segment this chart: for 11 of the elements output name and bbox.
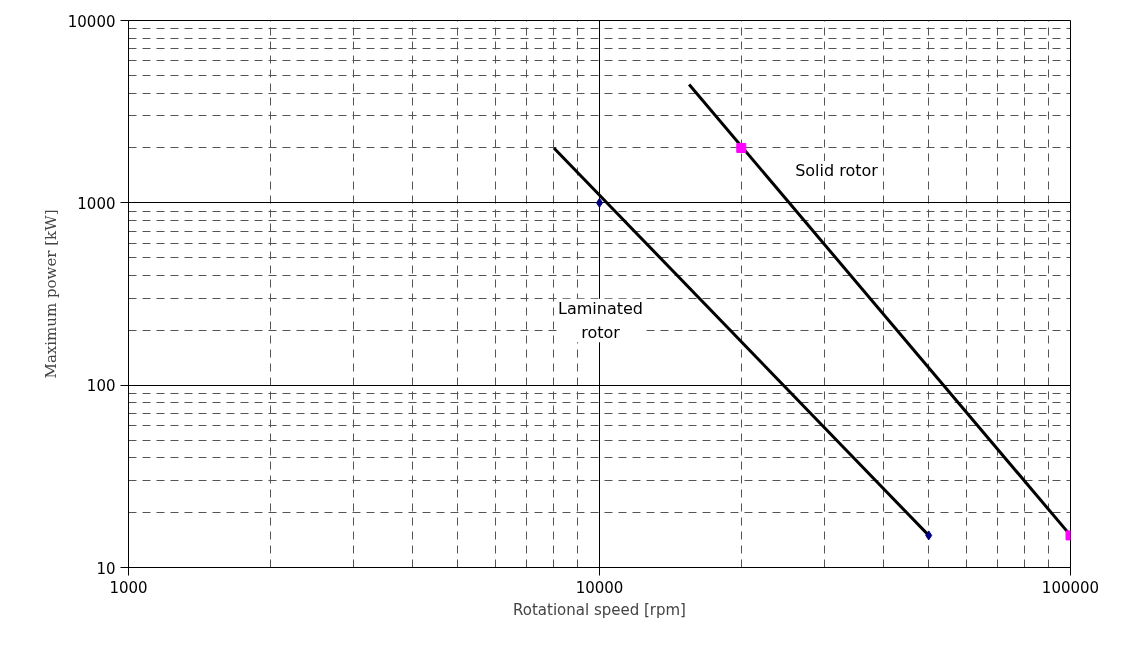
x-tick-label: 10000 — [575, 578, 624, 597]
y-tick-label: 1000 — [77, 194, 116, 213]
x-tick-label: 1000 — [109, 578, 148, 597]
y-tick-label: 100 — [86, 377, 116, 396]
x-tick-label: 100000 — [1041, 578, 1100, 597]
annotation: Laminated rotor — [558, 298, 643, 343]
annotation: Solid rotor — [795, 161, 879, 180]
y-tick-label: 10 — [96, 559, 116, 578]
y-tick-label: 10000 — [67, 12, 116, 31]
y-axis-title: Maximum power [kW] — [41, 209, 60, 379]
x-axis-title: Rotational speed [rpm] — [513, 600, 686, 619]
